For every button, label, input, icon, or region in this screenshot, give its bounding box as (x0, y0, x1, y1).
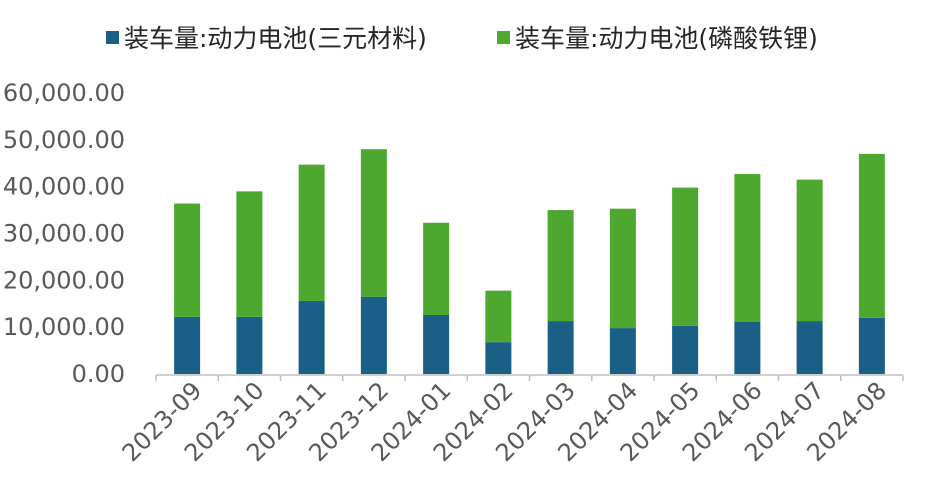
bar-segment-0 (796, 321, 823, 374)
bar-segment-1 (174, 203, 201, 317)
bar-segment-1 (796, 179, 823, 322)
bar-segment-1 (360, 149, 387, 297)
bar-segment-0 (609, 328, 636, 374)
y-tick-label: 50,000.00 (3, 126, 125, 154)
bar-segment-1 (547, 210, 574, 322)
legend-label-0: 装车量:动力电池(三元材料) (124, 24, 427, 53)
bars (174, 149, 885, 374)
bar-segment-0 (360, 296, 387, 374)
bar-segment-1 (298, 164, 325, 301)
bar-segment-0 (734, 322, 761, 374)
x-axis: 2023-092023-102023-112023-122024-012024-… (117, 374, 904, 467)
legend-swatch-1 (497, 31, 510, 44)
y-tick-label: 10,000.00 (3, 313, 125, 341)
legend-label-1: 装车量:动力电池(磷酸铁锂) (515, 24, 818, 53)
bar-segment-0 (298, 300, 325, 374)
legend-swatch-0 (106, 31, 119, 44)
y-tick-label: 60,000.00 (3, 79, 125, 107)
y-tick-label: 30,000.00 (3, 220, 125, 248)
bar-segment-1 (734, 174, 761, 323)
bar-segment-0 (423, 314, 450, 374)
bar-segment-1 (485, 290, 512, 343)
y-tick-label: 0.00 (72, 360, 125, 388)
bar-segment-1 (609, 208, 636, 329)
bar-segment-0 (858, 317, 885, 374)
bar-segment-1 (672, 187, 699, 326)
y-tick-label: 20,000.00 (3, 266, 125, 294)
bar-segment-0 (174, 316, 201, 374)
y-tick-label: 40,000.00 (3, 173, 125, 201)
y-axis: 0.00 10,000.00 20,000.00 30,000.00 40,000.00… (3, 79, 125, 388)
bar-segment-1 (858, 153, 885, 318)
bar-segment-0 (672, 325, 699, 374)
bar-segment-1 (236, 191, 263, 317)
bar-segment-1 (423, 222, 450, 315)
bar-segment-0 (236, 316, 263, 374)
bar-segment-0 (547, 321, 574, 374)
legend: 装车量:动力电池(三元材料) 装车量:动力电池(磷酸铁锂) (106, 24, 818, 53)
bar-segment-0 (485, 342, 512, 374)
